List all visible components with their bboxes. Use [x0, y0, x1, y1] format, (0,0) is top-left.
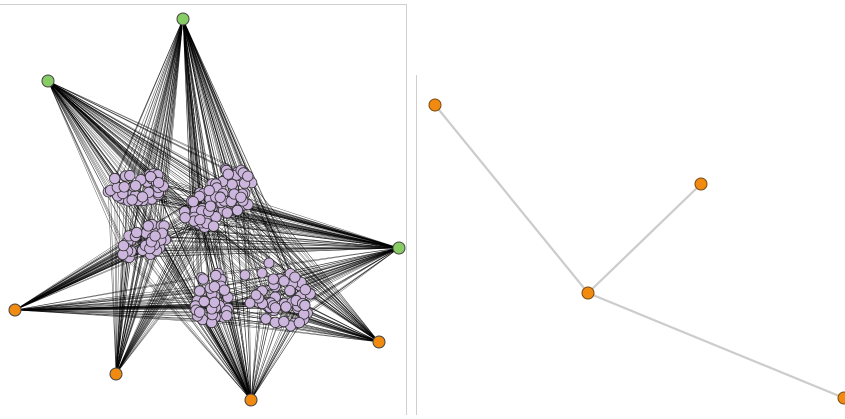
right-edge: [435, 105, 588, 293]
right-node: [838, 392, 845, 404]
cluster-node: [281, 302, 291, 312]
hub-node-orange: [245, 394, 257, 406]
cluster-node: [223, 169, 233, 179]
left-edge: [295, 248, 399, 277]
cluster-node: [143, 221, 153, 231]
hub-node-orange: [9, 304, 21, 316]
right-node: [582, 287, 594, 299]
right-graph-panel: [407, 0, 845, 415]
cluster-node: [257, 268, 267, 278]
cluster-node: [127, 195, 137, 205]
right-node: [429, 99, 441, 111]
cluster-node: [188, 197, 198, 207]
cluster-node: [198, 274, 208, 284]
hub-node-green: [42, 75, 54, 87]
cluster-node: [137, 192, 147, 202]
cluster-node: [125, 170, 135, 180]
cluster-node: [208, 221, 218, 231]
left-graph-panel: [0, 0, 407, 415]
cluster-node: [110, 173, 120, 183]
cluster-node: [195, 215, 205, 225]
hub-node-green: [393, 242, 405, 254]
cluster-node: [222, 311, 232, 321]
cluster-node: [285, 286, 295, 296]
right-edge: [588, 293, 844, 398]
cluster-node: [290, 272, 300, 282]
cluster-node: [130, 181, 140, 191]
cluster-node: [261, 314, 271, 324]
right-edge: [588, 184, 701, 293]
cluster-node: [279, 316, 289, 326]
cluster-node: [150, 231, 160, 241]
cluster-node: [268, 274, 278, 284]
cluster-node: [215, 192, 225, 202]
left-edge: [48, 81, 155, 236]
cluster-node: [195, 286, 205, 296]
cluster-node: [219, 285, 229, 295]
right-graph-canvas: [407, 0, 845, 415]
cluster-node: [180, 213, 190, 223]
cluster-node: [300, 285, 310, 295]
cluster-node: [195, 307, 205, 317]
cluster-node: [222, 208, 232, 218]
cluster-node: [211, 270, 221, 280]
hub-node-green: [177, 13, 189, 25]
cluster-node: [251, 290, 261, 300]
cluster-node: [279, 276, 289, 286]
cluster-node: [236, 192, 246, 202]
cluster-node: [118, 241, 128, 251]
cluster-node: [300, 300, 310, 310]
left-graph-canvas: [0, 0, 407, 415]
cluster-node: [264, 258, 274, 268]
cluster-node: [270, 303, 280, 313]
left-edge: [48, 81, 210, 199]
cluster-node: [209, 282, 219, 292]
right-nodes: [429, 99, 845, 404]
cluster-node: [199, 296, 209, 306]
right-node: [695, 178, 707, 190]
cluster-node: [294, 318, 304, 328]
cluster-node: [153, 178, 163, 188]
cluster-node: [204, 185, 214, 195]
hub-node-orange: [373, 336, 385, 348]
cluster-node: [240, 270, 250, 280]
cluster-node: [205, 201, 215, 211]
cluster-node: [227, 179, 237, 189]
cluster-node: [209, 297, 219, 307]
cluster-node: [243, 171, 253, 181]
cluster-node: [132, 227, 142, 237]
cluster-node: [232, 205, 242, 215]
cluster-node: [119, 182, 129, 192]
right-edges: [435, 105, 844, 398]
hub-node-orange: [110, 368, 122, 380]
